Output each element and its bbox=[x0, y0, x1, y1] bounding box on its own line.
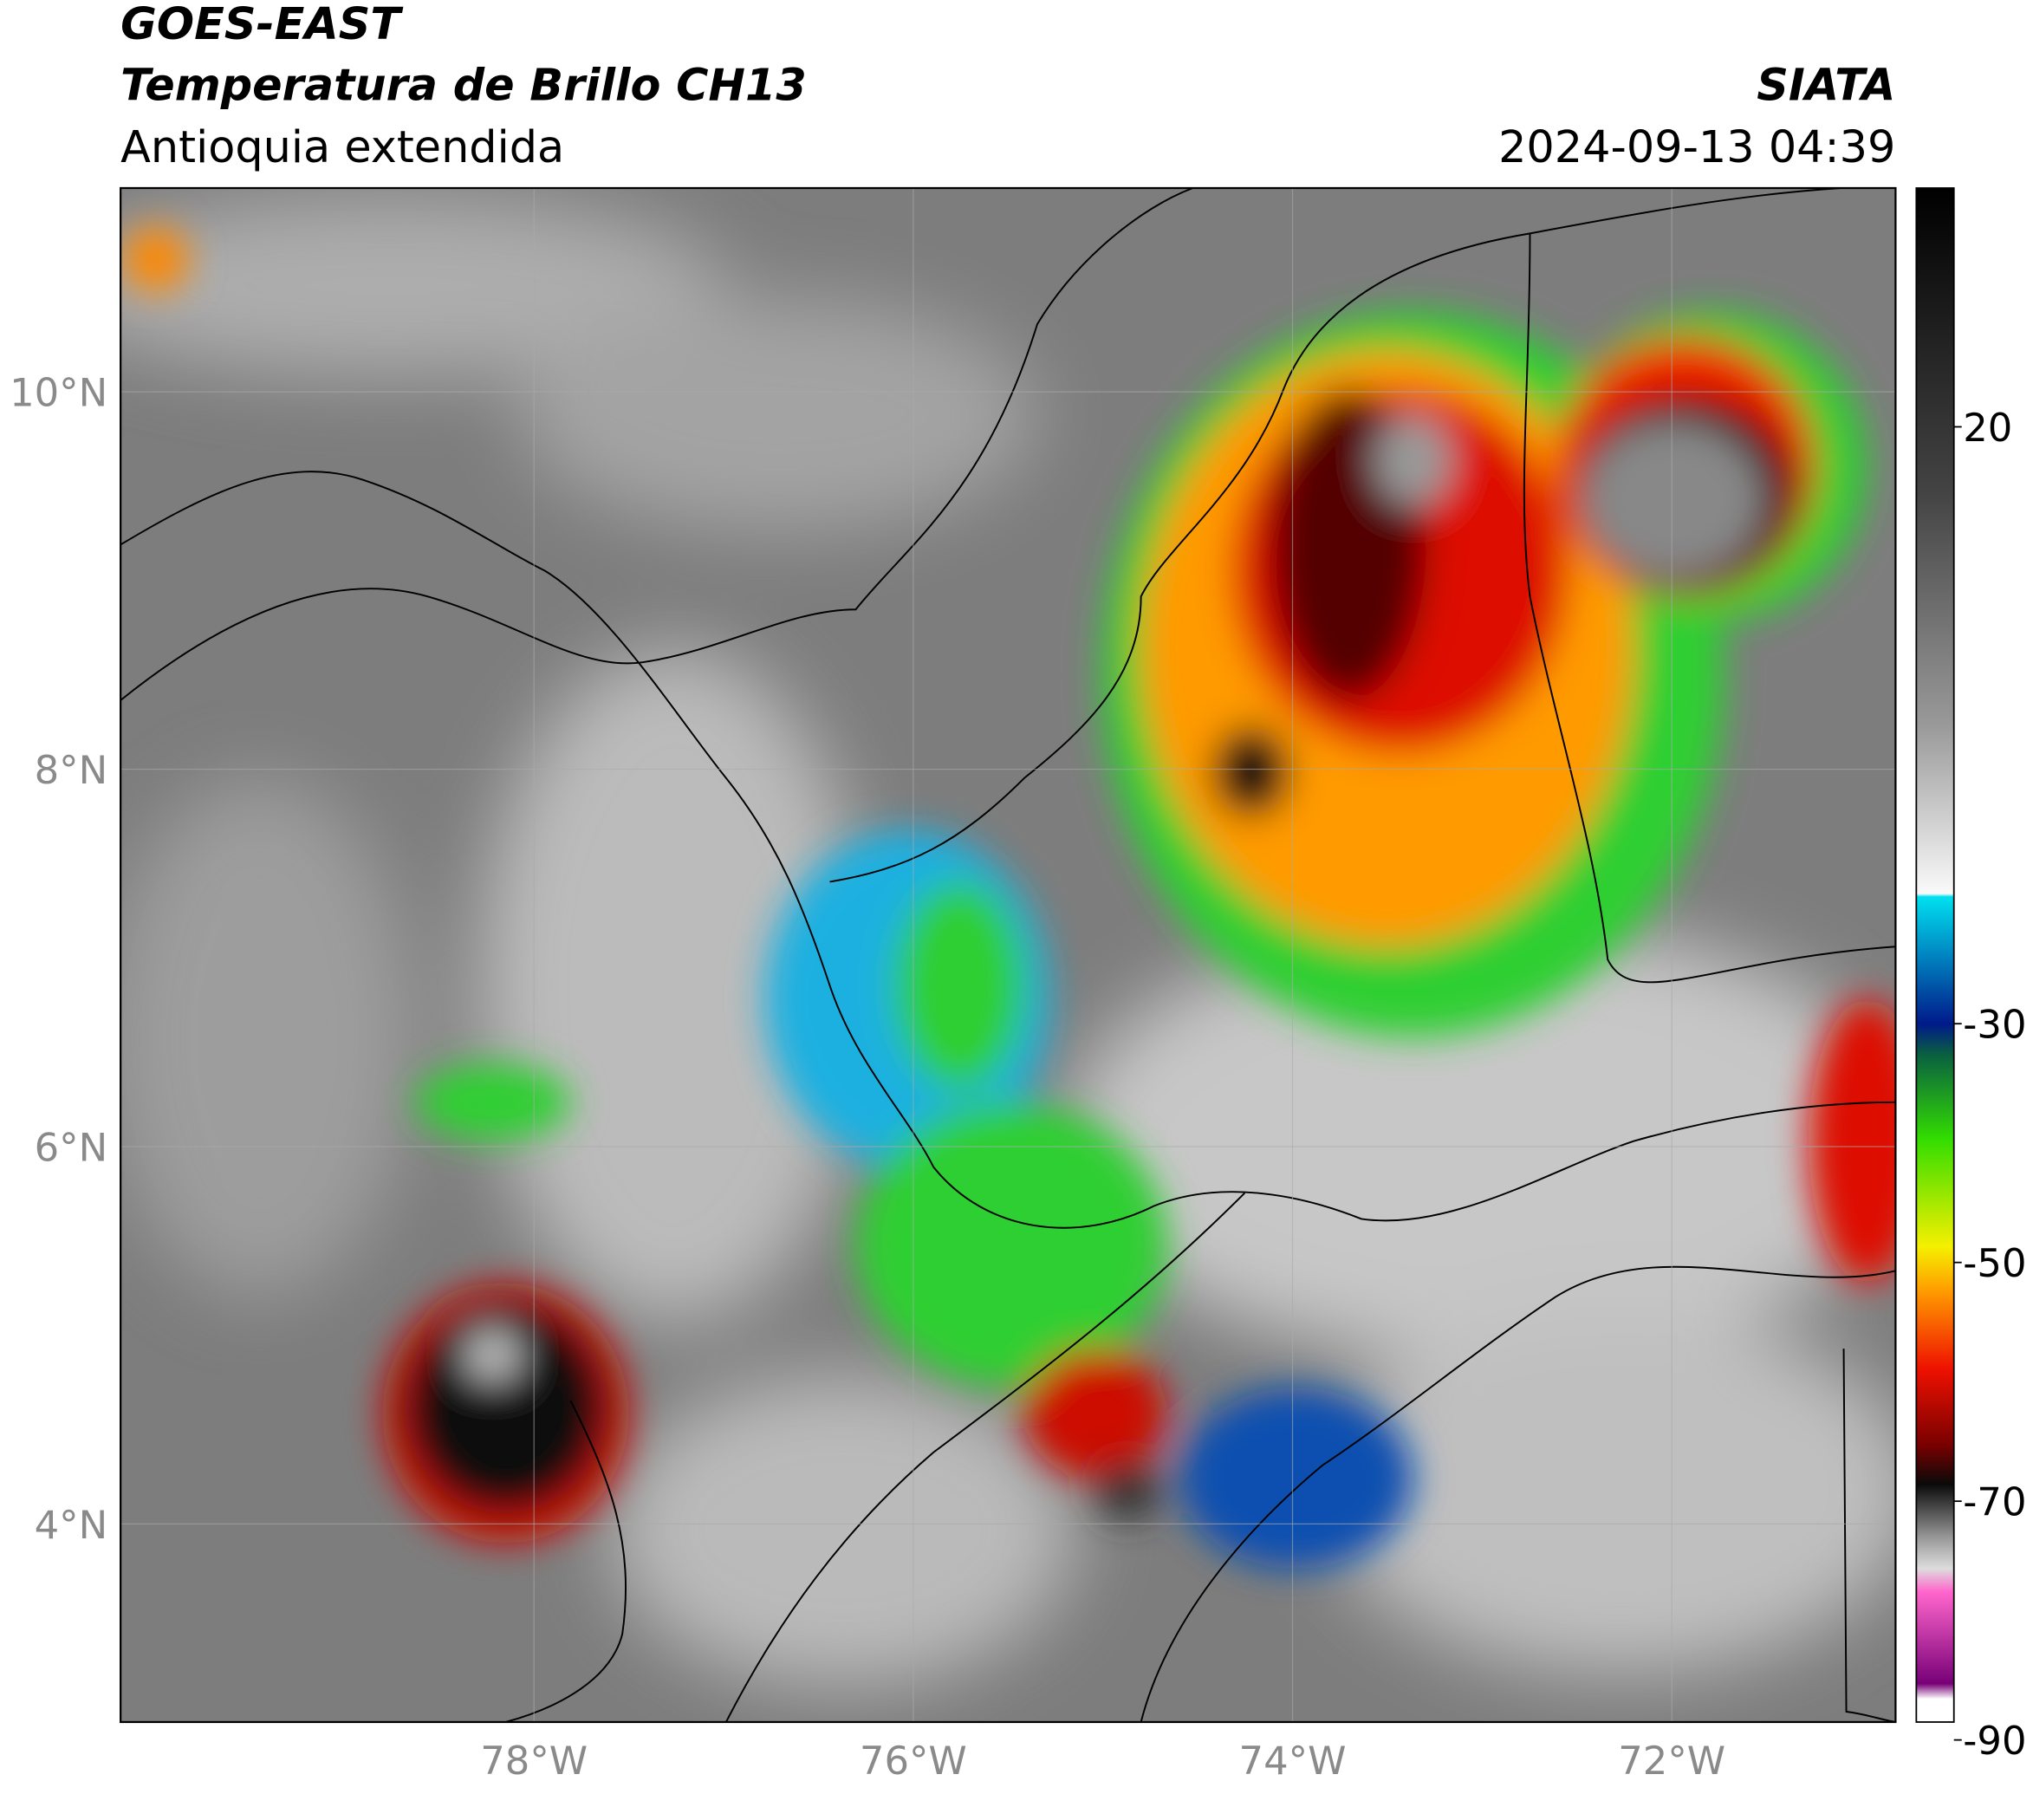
colorbar-tick-label: -50 bbox=[1963, 1240, 2026, 1286]
gridlines bbox=[120, 188, 1896, 1722]
labels: 78°W 76°W 74°W 72°W 10°N 8°N 6°N 4°N 20 -30 -50 -70… bbox=[10, 370, 2026, 1784]
x-tick-label: 76°W bbox=[860, 1738, 967, 1784]
colorbar-tick-label: -70 bbox=[1963, 1479, 2026, 1525]
title: GOES-EAST bbox=[120, 0, 404, 49]
region: Antioquia extendida bbox=[120, 121, 564, 172]
map-frame bbox=[120, 186, 1897, 1724]
y-tick-label: 6°N bbox=[35, 1124, 108, 1170]
y-tick-label: 4°N bbox=[35, 1502, 108, 1548]
source: SIATA bbox=[1757, 59, 1895, 110]
x-tick-label: 78°W bbox=[480, 1738, 588, 1784]
colorbar-tick-label: -30 bbox=[1963, 1002, 2026, 1048]
x-tick-label: 74°W bbox=[1239, 1738, 1347, 1784]
x-tick-label: 72°W bbox=[1618, 1738, 1725, 1784]
colorbar-tick-label: 20 bbox=[1963, 405, 2012, 451]
y-tick-label: 10°N bbox=[10, 370, 107, 416]
y-tick-label: 8°N bbox=[35, 747, 108, 793]
colorbar bbox=[1915, 187, 1955, 1723]
datetime: 2024-09-13 04:39 bbox=[1498, 121, 1895, 172]
subtitle: Temperatura de Brillo CH13 bbox=[120, 59, 807, 110]
colorbar-tick-label: -90 bbox=[1963, 1718, 2026, 1764]
borders bbox=[120, 188, 1896, 1722]
imagery bbox=[120, 188, 1896, 1722]
